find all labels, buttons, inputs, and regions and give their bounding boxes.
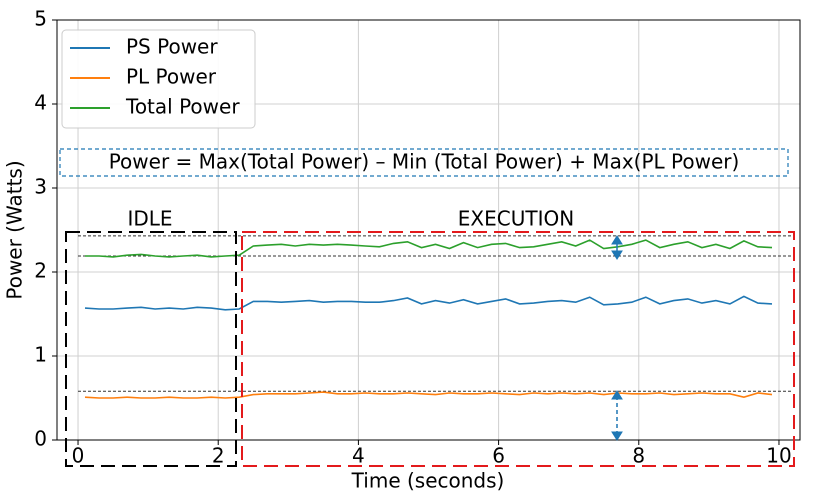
formula: Power = Max(Total Power) – Min (Total Po… — [109, 150, 740, 174]
legend-label: PS Power — [126, 35, 218, 59]
legend-label: PL Power — [126, 65, 217, 89]
x-tick-label: 10 — [766, 444, 791, 468]
series-line — [85, 239, 773, 258]
x-tick-label: 2 — [212, 444, 225, 468]
x-tick-label: 6 — [492, 444, 505, 468]
idle-box — [65, 231, 237, 467]
x-tick-label: 8 — [632, 444, 645, 468]
series-line — [84, 391, 773, 399]
x-tick-label: 0 — [72, 444, 85, 468]
arrow-head — [611, 250, 623, 260]
y-tick-label: 0 — [34, 427, 47, 451]
y-tick-label: 2 — [34, 259, 47, 283]
legend — [61, 29, 256, 129]
arrow-head — [611, 235, 623, 245]
idle-label: IDLE — [127, 207, 172, 231]
y-axis-label: Power (Watts) — [3, 160, 27, 299]
grid: 0 2 4 6 8 10 0 1 2 3 4 5 — [34, 7, 800, 468]
arrow-head — [611, 390, 623, 400]
x-axis-label: Time (seconds) — [351, 469, 505, 493]
y-tick-label: 5 — [34, 7, 47, 31]
legend-entries: PS Power PL Power Total Power — [70, 35, 240, 119]
y-tick-label: 3 — [34, 175, 47, 199]
axes-frame — [56, 19, 801, 441]
execution-box — [241, 231, 795, 467]
y-tick-label: 1 — [34, 343, 47, 367]
y-tick-label: 4 — [34, 91, 47, 115]
x-tick-label: 4 — [352, 444, 365, 468]
execution-label: EXECUTION — [458, 207, 574, 231]
series-line — [84, 295, 773, 311]
arrow-head — [611, 431, 623, 441]
formula-box — [59, 148, 789, 177]
plot — [78, 235, 792, 399]
legend-label: Total Power — [125, 95, 240, 119]
range-arrows — [611, 235, 623, 441]
